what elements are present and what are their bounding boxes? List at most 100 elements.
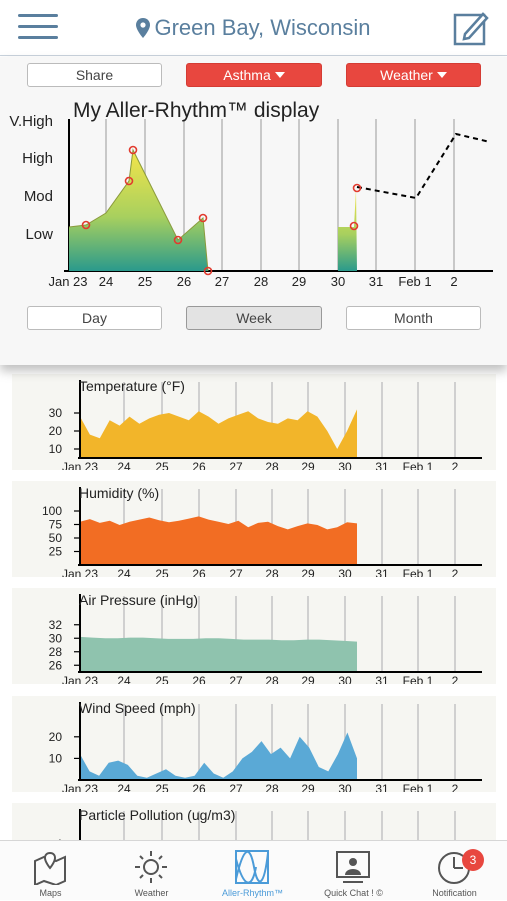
weather-panels[interactable]: Temperature (°F) 30 20 10 Jan 23 24 25 26 27 28 29… [0,365,507,840]
tab-bar: Maps Weather Aller-Rhythm™ Quick Chat ! … [0,840,507,900]
location-pin-icon [136,18,151,38]
x-tick-label: 27 [229,782,243,792]
day-button[interactable]: Day [27,306,162,330]
weather-dropdown[interactable]: Weather [346,63,481,87]
x-tick-label: Feb 1 [403,460,434,470]
map-icon [34,851,66,885]
tab-maps[interactable]: Maps [0,841,101,901]
x-tick-label: 2 [452,460,459,470]
x-tick-label: 27 [229,567,243,577]
x-tick-label: 25 [155,674,169,684]
y-tick-label: 28 [49,645,63,659]
aller-rhythm-panel: Share Asthma Weather My Aller-Rhythm™ di… [0,57,507,365]
y-tick-label: 30 [49,631,63,645]
series-area [80,636,357,672]
x-tick-label: 29 [301,782,315,792]
x-tick-label: 27 [215,274,229,289]
tab-quick-chat[interactable]: Quick Chat ! © [303,841,404,901]
level-label: Mod [24,188,53,205]
x-tick-label: 29 [301,674,315,684]
x-tick-label: Jan 23 [62,782,98,792]
chevron-down-icon [436,72,447,78]
x-tick-label: 29 [292,274,306,289]
panel-title: Air Pressure (inHg) [79,592,198,608]
tab-notification[interactable]: 3 Notification [404,841,505,901]
tab-weather[interactable]: Weather [101,841,202,901]
tab-label: Notification [432,888,477,898]
weather-label: Weather [380,67,433,83]
y-tick-label: 100 [42,504,62,518]
panel-title: Wind Speed (mph) [79,700,196,716]
aller-rhythm-chart[interactable]: My Aller-Rhythm™ display V.High High Mod… [0,97,507,297]
chart-title: My Aller-Rhythm™ display [73,99,320,122]
x-tick-label: 2 [450,274,457,289]
location-name: Green Bay, Wisconsin [154,15,371,40]
x-tick-label: 28 [254,274,268,289]
x-tick-label: 29 [301,567,315,577]
y-tick-label: 25 [49,545,63,559]
y-tick-label: 30 [49,406,63,420]
x-tick-label: Feb 1 [403,567,434,577]
wind-speed-card: Wind Speed (mph) 20 10 Jan 23 24 25 26 27 28 29 30… [12,696,496,792]
panel-title: Humidity (%) [79,485,159,501]
asthma-dropdown[interactable]: Asthma [186,63,322,87]
x-tick-label: 26 [177,274,191,289]
tab-aller-rhythm[interactable]: Aller-Rhythm™ [202,841,303,901]
series-area [80,409,357,458]
month-button[interactable]: Month [346,306,481,330]
share-button[interactable]: Share [27,63,162,87]
location-title[interactable]: Green Bay, Wisconsin [0,15,507,41]
chat-icon [336,851,370,883]
panel-title: Particle Pollution (ug/m3) [79,807,235,823]
x-tick-label: 31 [369,274,383,289]
x-tick-label: Feb 1 [403,782,434,792]
week-button[interactable]: Week [186,306,322,330]
x-tick-label: 24 [99,274,113,289]
temperature-chart: Temperature (°F) 30 20 10 Jan 23 24 25 26 27 28 29… [49,378,482,470]
level-label: Low [25,226,53,243]
chevron-down-icon [274,72,285,78]
series-area [80,732,357,780]
x-tick-label: 30 [338,674,352,684]
x-tick-label: 26 [192,567,206,577]
x-tick-label: Jan 23 [62,567,98,577]
x-tick-label: 28 [265,567,279,577]
temperature-card: Temperature (°F) 30 20 10 Jan 23 24 25 26 27 28 29… [12,374,496,470]
menu-icon[interactable] [18,14,58,42]
tab-label: Maps [39,888,62,898]
top-bar: Green Bay, Wisconsin [0,0,507,56]
x-tick-label: 29 [301,460,315,470]
x-tick-label: 30 [338,782,352,792]
x-tick-label: 28 [265,674,279,684]
x-tick-label: 28 [265,460,279,470]
x-tick-label: 30 [338,460,352,470]
x-tick-label: 24 [117,674,131,684]
x-tick-label: 25 [155,567,169,577]
x-tick-label: 25 [155,460,169,470]
tab-label: Weather [134,888,169,898]
x-tick-label: 31 [375,674,389,684]
y-tick-label: 20 [49,730,63,744]
series-area [80,516,357,565]
y-tick-label: 4 [55,837,62,840]
y-tick-label: 50 [49,531,63,545]
x-tick-label: 25 [138,274,152,289]
particle-pollution-card: Particle Pollution (ug/m3)4Jan 232425262… [12,803,496,840]
x-tick-label: 31 [375,460,389,470]
x-tick-label: 25 [155,782,169,792]
x-tick-label: 27 [229,460,243,470]
level-label: V.High [9,113,53,130]
x-tick-label: 30 [338,567,352,577]
wave-icon [235,850,269,884]
x-tick-label: Feb 1 [403,674,434,684]
x-tick-label: 26 [192,782,206,792]
x-tick-label: 2 [452,674,459,684]
edit-icon[interactable] [453,10,489,46]
x-tick-label: 31 [375,782,389,792]
x-tick-label: 31 [375,567,389,577]
panel-title: Temperature (°F) [79,378,185,394]
x-tick-label: 26 [192,460,206,470]
x-tick-label: Jan 23 [62,460,98,470]
